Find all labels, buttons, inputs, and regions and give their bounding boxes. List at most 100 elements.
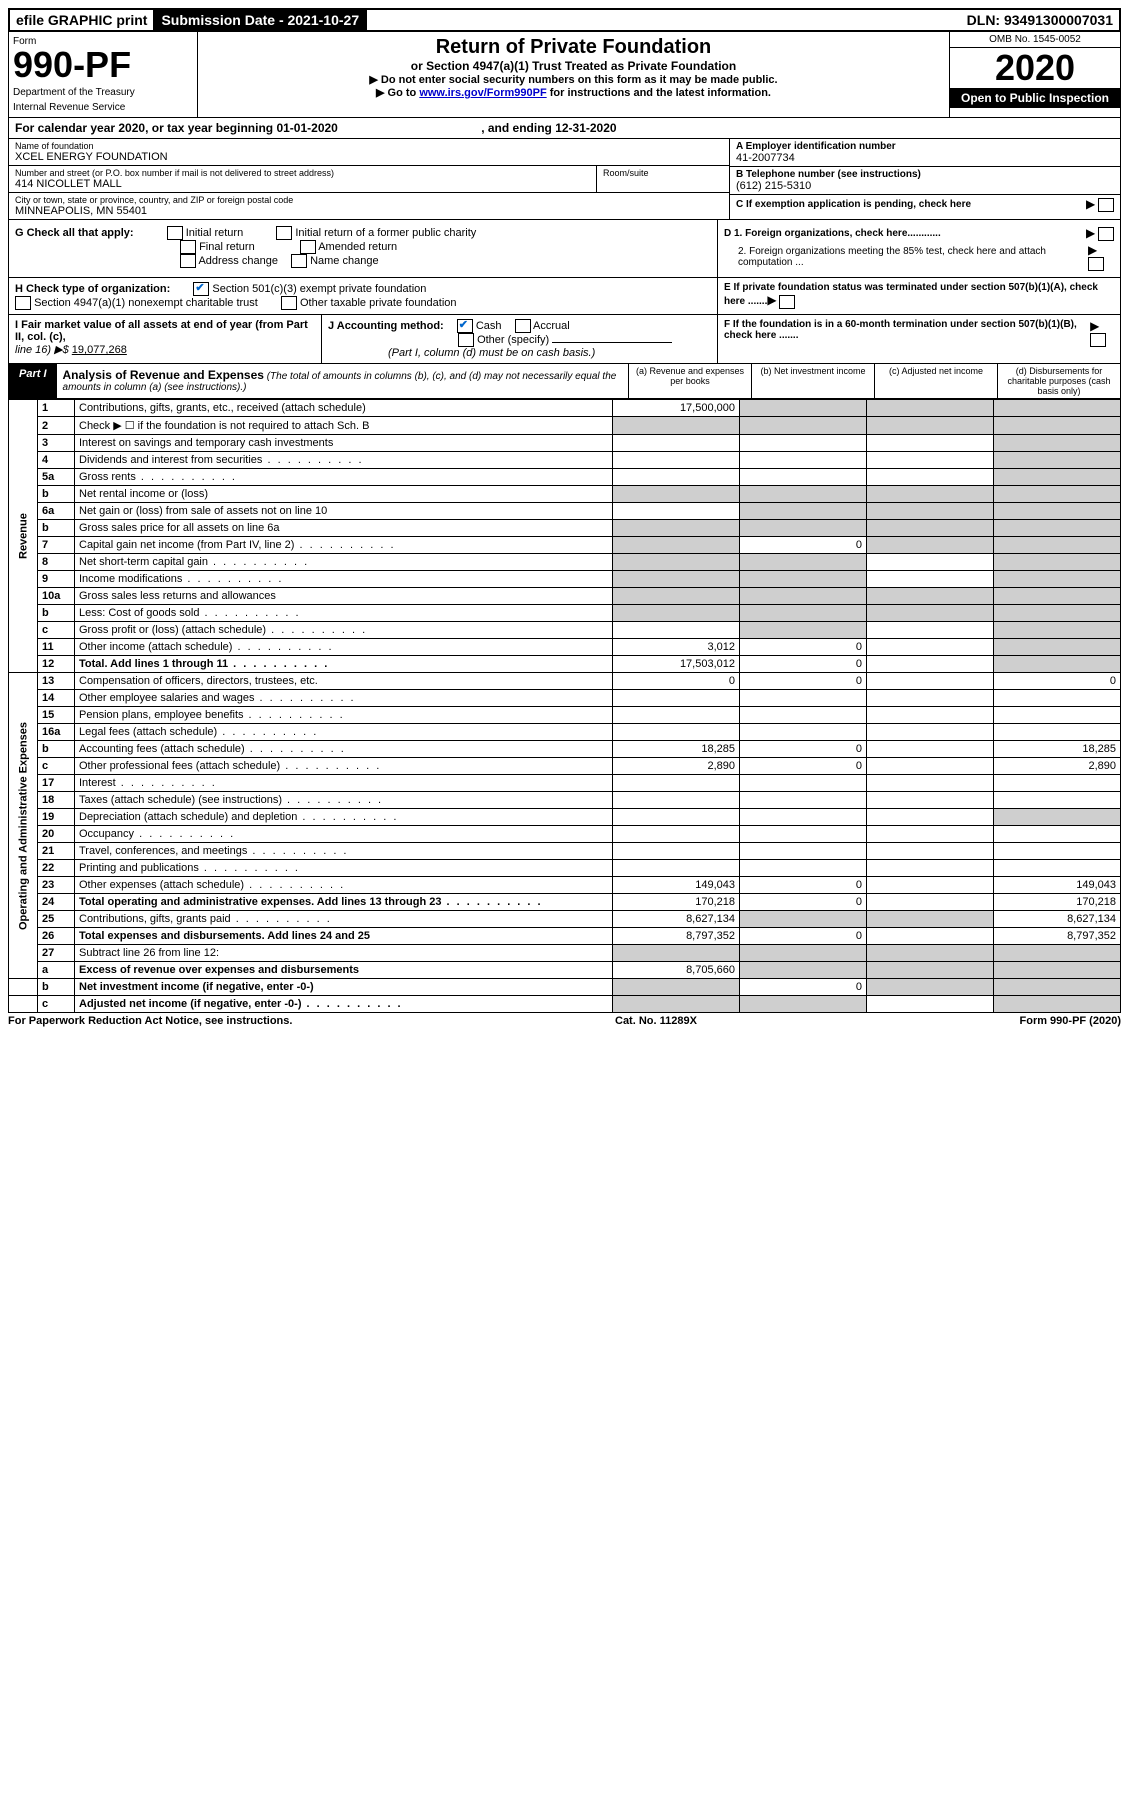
table-row: cGross profit or (loss) (attach schedule…: [9, 622, 1121, 639]
city-label: City or town, state or province, country…: [15, 195, 723, 205]
col-d-header: (d) Disbursements for charitable purpose…: [997, 364, 1120, 398]
form-title: Return of Private Foundation: [206, 36, 941, 59]
g-addr-change-checkbox[interactable]: [180, 254, 196, 268]
table-row: 11Other income (attach schedule) 3,0120: [9, 639, 1121, 656]
addr-label: Number and street (or P.O. box number if…: [15, 168, 590, 178]
street-address: 414 NICOLLET MALL: [15, 178, 590, 190]
part-1-header: Part I Analysis of Revenue and Expenses …: [8, 364, 1121, 399]
h-501c3-checkbox[interactable]: [193, 282, 209, 296]
section-i-j-f: I Fair market value of all assets at end…: [8, 315, 1121, 364]
footer-mid: Cat. No. 11289X: [615, 1015, 697, 1027]
h-4947-checkbox[interactable]: [15, 296, 31, 310]
dln: DLN: 93491300007031: [961, 10, 1119, 30]
top-bar: efile GRAPHIC print Submission Date - 20…: [8, 8, 1121, 32]
table-row: bNet investment income (if negative, ent…: [9, 979, 1121, 996]
table-row: 17Interest: [9, 775, 1121, 792]
table-row: 20Occupancy: [9, 826, 1121, 843]
g-initial-checkbox[interactable]: [167, 226, 183, 240]
table-row: Revenue 1Contributions, gifts, grants, e…: [9, 400, 1121, 417]
j-accrual-checkbox[interactable]: [515, 319, 531, 333]
table-row: 23Other expenses (attach schedule) 149,0…: [9, 877, 1121, 894]
table-row: bGross sales price for all assets on lin…: [9, 520, 1121, 537]
omb-number: OMB No. 1545-0052: [950, 32, 1120, 48]
table-row: aExcess of revenue over expenses and dis…: [9, 962, 1121, 979]
table-row: 3Interest on savings and temporary cash …: [9, 435, 1121, 452]
opex-section-label: Operating and Administrative Expenses: [9, 673, 38, 979]
table-row: cAdjusted net income (if negative, enter…: [9, 996, 1121, 1013]
d2-checkbox[interactable]: [1088, 257, 1104, 271]
section-g-d: G Check all that apply: Initial return I…: [8, 220, 1121, 278]
room-label: Room/suite: [603, 168, 723, 178]
table-row: 12Total. Add lines 1 through 11 17,503,0…: [9, 656, 1121, 673]
j-note: (Part I, column (d) must be on cash basi…: [388, 347, 595, 359]
table-row: cOther professional fees (attach schedul…: [9, 758, 1121, 775]
g-initial-former-checkbox[interactable]: [276, 226, 292, 240]
table-row: 5aGross rents: [9, 469, 1121, 486]
g-amended-checkbox[interactable]: [300, 240, 316, 254]
ein-label: A Employer identification number: [736, 141, 1114, 152]
form-header: Form 990-PF Department of the Treasury I…: [8, 32, 1121, 118]
table-row: 15Pension plans, employee benefits: [9, 707, 1121, 724]
name-label: Name of foundation: [15, 141, 723, 151]
d1-label: D 1. Foreign organizations, check here..…: [724, 228, 941, 239]
city-state-zip: MINNEAPOLIS, MN 55401: [15, 205, 723, 217]
j-other-checkbox[interactable]: [458, 333, 474, 347]
col-c-header: (c) Adjusted net income: [874, 364, 997, 398]
revenue-section-label: Revenue: [9, 400, 38, 673]
col-a-header: (a) Revenue and expenses per books: [628, 364, 751, 398]
submission-date: Submission Date - 2021-10-27: [155, 10, 367, 30]
table-row: 26Total expenses and disbursements. Add …: [9, 928, 1121, 945]
instruction-1: ▶ Do not enter social security numbers o…: [206, 73, 941, 86]
table-row: bLess: Cost of goods sold: [9, 605, 1121, 622]
open-public-badge: Open to Public Inspection: [950, 88, 1120, 108]
ein-value: 41-2007734: [736, 152, 1114, 164]
instruction-2: ▶ Go to www.irs.gov/Form990PF for instru…: [206, 86, 941, 99]
footer-right: Form 990-PF (2020): [1020, 1015, 1121, 1027]
table-row: 18Taxes (attach schedule) (see instructi…: [9, 792, 1121, 809]
j-label: J Accounting method:: [328, 320, 444, 332]
table-row: 9Income modifications: [9, 571, 1121, 588]
table-row: Operating and Administrative Expenses 13…: [9, 673, 1121, 690]
table-row: 14Other employee salaries and wages: [9, 690, 1121, 707]
part-1-title: Analysis of Revenue and Expenses: [63, 368, 264, 382]
table-row: 21Travel, conferences, and meetings: [9, 843, 1121, 860]
calendar-year-row: For calendar year 2020, or tax year begi…: [8, 118, 1121, 139]
table-row: 27Subtract line 26 from line 12:: [9, 945, 1121, 962]
dept-treasury: Department of the Treasury: [13, 87, 193, 98]
c-checkbox[interactable]: [1098, 198, 1114, 212]
org-info-section: Name of foundation XCEL ENERGY FOUNDATIO…: [8, 139, 1121, 220]
table-row: 4Dividends and interest from securities: [9, 452, 1121, 469]
table-row: 6aNet gain or (loss) from sale of assets…: [9, 503, 1121, 520]
h-label: H Check type of organization:: [15, 283, 170, 295]
e-checkbox[interactable]: [779, 295, 795, 309]
col-b-header: (b) Net investment income: [751, 364, 874, 398]
table-row: 22Printing and publications: [9, 860, 1121, 877]
g-final-checkbox[interactable]: [180, 240, 196, 254]
section-h-e: H Check type of organization: Section 50…: [8, 278, 1121, 315]
d1-checkbox[interactable]: [1098, 227, 1114, 241]
table-row: 24Total operating and administrative exp…: [9, 894, 1121, 911]
part-1-table: Revenue 1Contributions, gifts, grants, e…: [8, 399, 1121, 1013]
table-row: bAccounting fees (attach schedule) 18,28…: [9, 741, 1121, 758]
table-row: 10aGross sales less returns and allowanc…: [9, 588, 1121, 605]
j-cash-checkbox[interactable]: [457, 319, 473, 333]
f-checkbox[interactable]: [1090, 333, 1106, 347]
table-row: 2Check ▶ ☐ if the foundation is not requ…: [9, 417, 1121, 435]
f-label: F If the foundation is in a 60-month ter…: [724, 319, 1090, 347]
irs-link[interactable]: www.irs.gov/Form990PF: [419, 87, 546, 99]
i-label: I Fair market value of all assets at end…: [15, 319, 308, 343]
d2-label: 2. Foreign organizations meeting the 85%…: [724, 246, 1088, 268]
dept-irs: Internal Revenue Service: [13, 102, 193, 113]
table-row: 19Depreciation (attach schedule) and dep…: [9, 809, 1121, 826]
tel-label: B Telephone number (see instructions): [736, 169, 1114, 180]
efile-label: efile GRAPHIC print: [10, 10, 155, 30]
g-name-change-checkbox[interactable]: [291, 254, 307, 268]
h-other-checkbox[interactable]: [281, 296, 297, 310]
c-label: C If exemption application is pending, c…: [736, 199, 971, 210]
g-label: G Check all that apply:: [15, 227, 134, 239]
form-subtitle: or Section 4947(a)(1) Trust Treated as P…: [206, 59, 941, 73]
part-1-label: Part I: [9, 364, 57, 398]
table-row: 16aLegal fees (attach schedule): [9, 724, 1121, 741]
table-row: 8Net short-term capital gain: [9, 554, 1121, 571]
telephone: (612) 215-5310: [736, 180, 1114, 192]
